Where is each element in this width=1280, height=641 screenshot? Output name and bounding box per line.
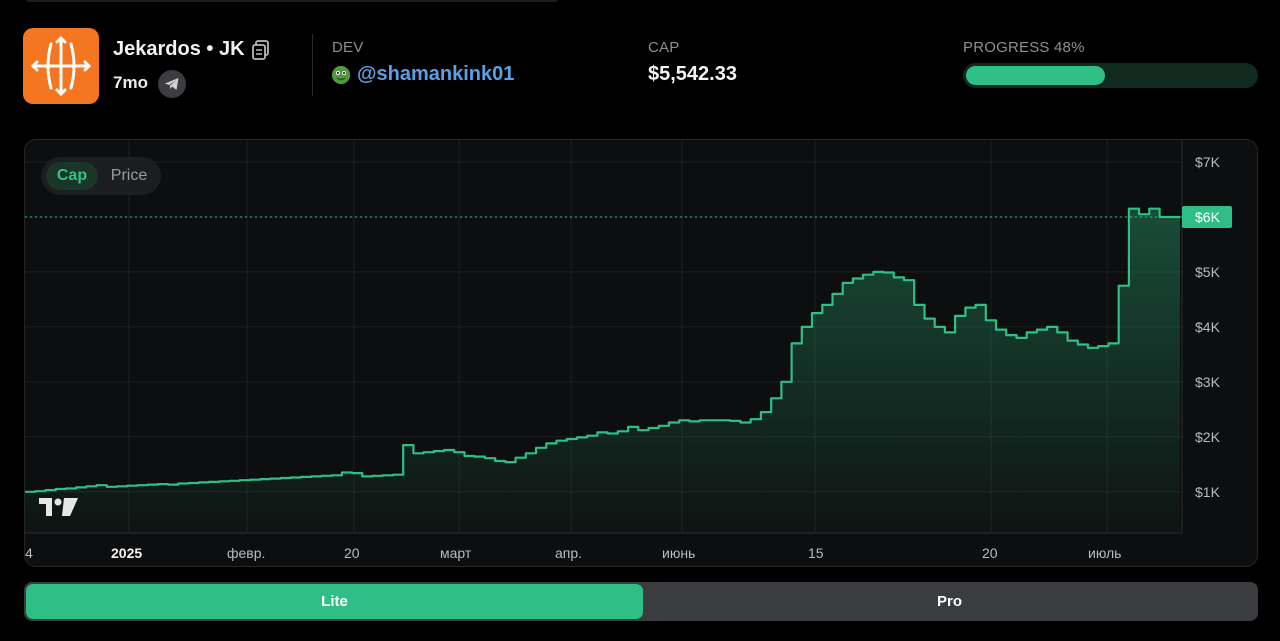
x-tick-label: 20 xyxy=(344,545,360,561)
chart-canvas[interactable]: $1K $2K $3K $4K $5K $7K $6K 4 2025 февр. 20 март апр… xyxy=(25,140,1258,567)
tradingview-logo-icon[interactable] xyxy=(39,498,78,516)
mode-cap-button[interactable]: Cap xyxy=(46,162,98,190)
dev-handle-link[interactable]: @shamankink01 xyxy=(357,63,515,85)
current-value-badge xyxy=(1182,205,1232,228)
x-tick-label: 2025 xyxy=(111,545,142,561)
progress-bar-fill xyxy=(966,66,1105,85)
current-value-label: $6K xyxy=(1195,209,1221,225)
chart-area-fill xyxy=(25,208,1180,533)
y-tick-label: $2K xyxy=(1195,429,1221,445)
progress-bar xyxy=(963,63,1258,88)
token-header: Jekardos • JK 7mo DEV @shamankink01 CAP … xyxy=(0,0,1280,130)
token-name: Jekardos • JK xyxy=(113,38,245,60)
telegram-icon[interactable] xyxy=(158,70,186,98)
y-tick-label: $7K xyxy=(1195,154,1221,170)
y-tick-label: $5K xyxy=(1195,264,1221,280)
token-age: 7mo xyxy=(113,73,148,92)
x-tick-label: 4 xyxy=(25,545,33,561)
view-toggle: Lite Pro xyxy=(24,582,1258,621)
cap-label: CAP xyxy=(648,39,680,56)
token-logo-icon[interactable] xyxy=(23,28,99,104)
x-tick-label: март xyxy=(440,545,472,561)
chart-mode-toggle: Cap Price xyxy=(41,157,161,195)
header-divider xyxy=(312,34,313,96)
cap-value: $5,542.33 xyxy=(648,63,737,85)
x-tick-label: апр. xyxy=(555,545,582,561)
pro-tab[interactable]: Pro xyxy=(936,593,962,610)
copy-icon[interactable] xyxy=(250,39,272,61)
cap-chart[interactable]: $1K $2K $3K $4K $5K $7K $6K 4 2025 февр. 20 март апр… xyxy=(24,139,1258,567)
dev-avatar-icon xyxy=(332,66,350,84)
x-tick-label: 20 xyxy=(982,545,998,561)
x-tick-label: февр. xyxy=(227,545,265,561)
y-tick-label: $1K xyxy=(1195,484,1221,500)
chart-series-line xyxy=(25,207,1180,493)
x-tick-label: июль xyxy=(1088,545,1121,561)
y-tick-label: $3K xyxy=(1195,374,1221,390)
dev-label: DEV xyxy=(332,39,364,56)
top-search-bar[interactable] xyxy=(24,0,560,2)
x-tick-label: 15 xyxy=(808,545,824,561)
x-tick-label: июнь xyxy=(662,545,695,561)
progress-label: PROGRESS 48% xyxy=(963,39,1085,56)
lite-tab[interactable]: Lite xyxy=(26,584,643,619)
y-tick-label: $4K xyxy=(1195,319,1221,335)
mode-price-button[interactable]: Price xyxy=(110,167,148,184)
